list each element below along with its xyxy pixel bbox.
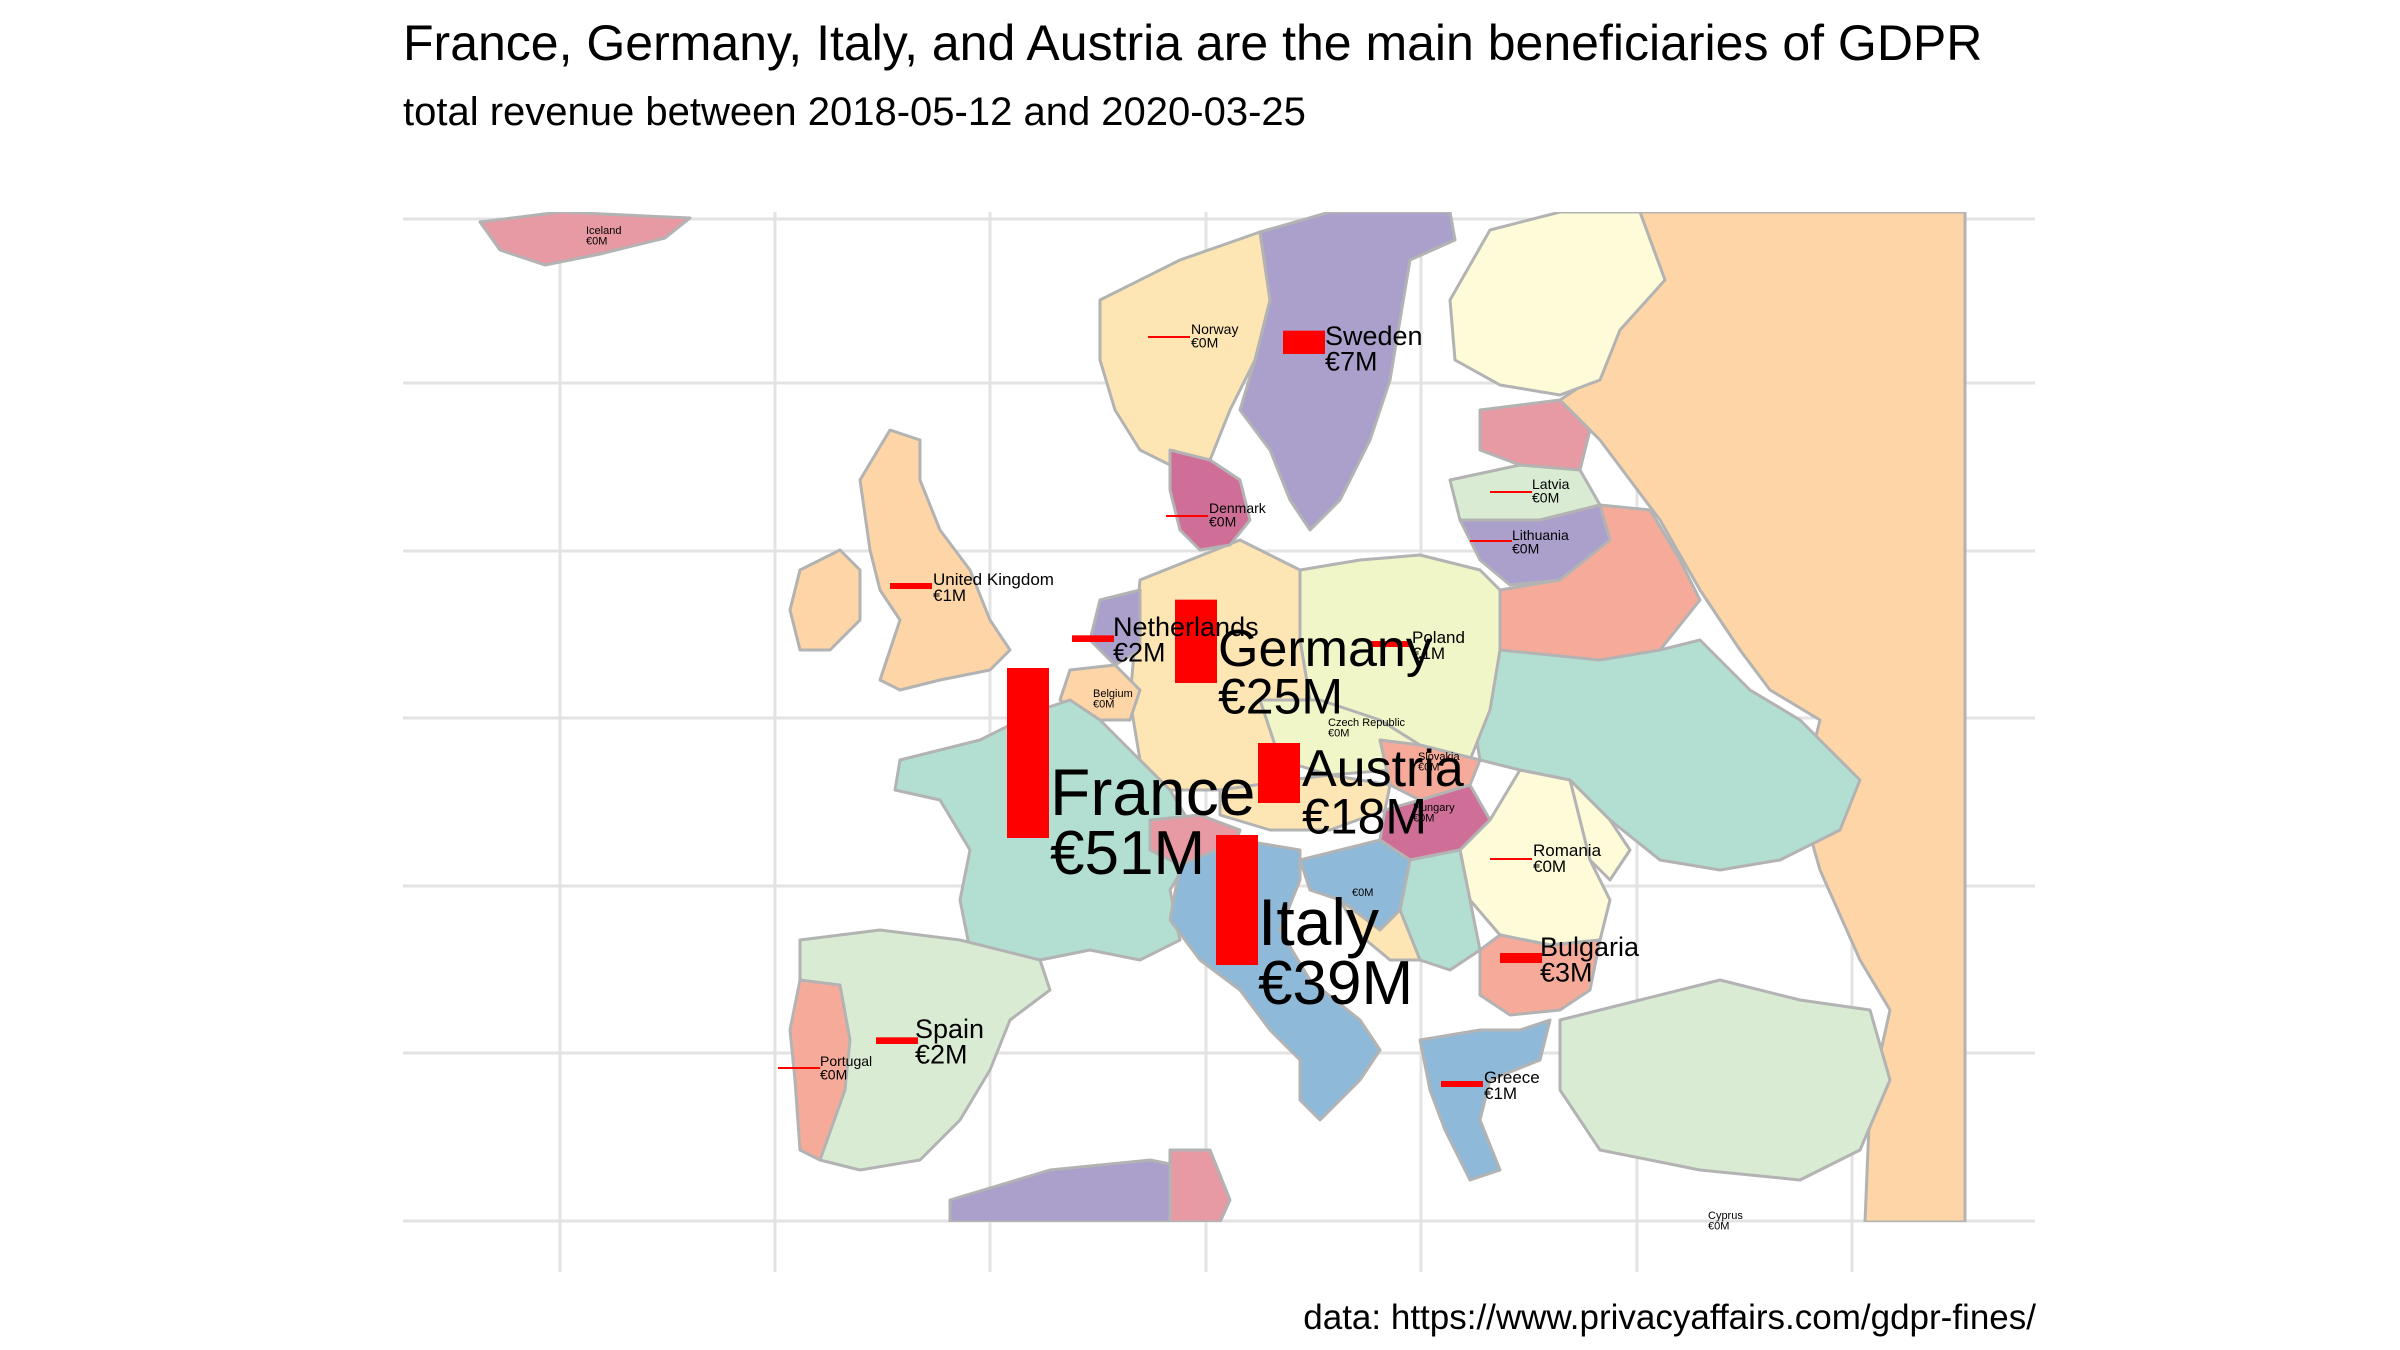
label-value-united-kingdom: €1M: [933, 586, 966, 605]
label-name-united-kingdom: United Kingdom: [933, 570, 1054, 589]
bar-spain: [876, 1037, 918, 1044]
iceland-shape: [478, 212, 692, 267]
label-value-bulgaria: €3M: [1540, 958, 1593, 988]
greece-shape: [1418, 1018, 1552, 1182]
label-value-poland: €1M: [1412, 644, 1445, 663]
bar-france: [1007, 668, 1049, 838]
portugal-shape: [788, 978, 852, 1162]
label-name-france: France: [1050, 755, 1255, 829]
revenue-bars: [778, 330, 1542, 1087]
finland-shape: [1448, 212, 1667, 397]
label-value-czech-republic: €0M: [1328, 727, 1349, 739]
label-name-portugal: Portugal: [820, 1053, 872, 1069]
bar-netherlands: [1072, 635, 1114, 642]
label-name-cyprus: Cyprus: [1708, 1210, 1743, 1222]
label-value-latvia: €0M: [1532, 489, 1559, 505]
label-value-france: €51M: [1050, 819, 1205, 888]
ireland-shape: [788, 548, 862, 652]
label-value-belgium: €0M: [1093, 698, 1114, 710]
uk-shape: [858, 428, 1012, 692]
label-name-denmark: Denmark: [1209, 500, 1267, 516]
label-value-portugal: €0M: [820, 1066, 847, 1082]
romania-shape: [1458, 768, 1612, 947]
label-name-czech-republic: Czech Republic: [1328, 717, 1406, 729]
label-value-sweden: €7M: [1325, 347, 1378, 377]
north-africa-shape: [948, 1158, 1202, 1222]
label-name-hungary: Hungary: [1413, 802, 1455, 814]
label-name-bulgaria: Bulgaria: [1540, 932, 1640, 962]
label-value-romania: €0M: [1533, 857, 1566, 876]
label-value-germany: €25M: [1218, 669, 1343, 725]
sweden-shape: [1238, 212, 1457, 532]
label-name-netherlands: Netherlands: [1113, 612, 1259, 642]
label-value-iceland: €0M: [586, 235, 607, 247]
label-value-norway: €0M: [1191, 334, 1218, 350]
label-name-poland: Poland: [1412, 628, 1465, 647]
label-name-lithuania: Lithuania: [1512, 527, 1569, 543]
ukraine-shape: [1468, 638, 1862, 872]
denmark-shape: [1168, 448, 1252, 552]
label-value-netherlands: €2M: [1113, 638, 1166, 668]
bar-bulgaria: [1500, 953, 1542, 963]
label-name-italy: Italy: [1258, 885, 1379, 959]
label-value-cyprus: €0M: [1708, 1220, 1729, 1232]
bosnia-shape: [1338, 898, 1422, 962]
label-name-austria: Austria: [1302, 740, 1464, 798]
label-value-greece: €1M: [1484, 1084, 1517, 1103]
turkey-shape: [1558, 978, 1892, 1182]
label-value-denmark: €0M: [1209, 513, 1236, 529]
label-value-austria: €18M: [1302, 789, 1427, 845]
bar-united-kingdom: [890, 583, 932, 589]
label-name-romania: Romania: [1533, 841, 1602, 860]
label-name-sweden: Sweden: [1325, 321, 1423, 351]
bar-italy: [1216, 835, 1258, 965]
chart-title: France, Germany, Italy, and Austria are …: [403, 15, 1983, 71]
label-name-germany: Germany: [1218, 620, 1432, 678]
label-name-slovakia: Slovakia: [1418, 751, 1460, 763]
country-labels: France€51M Italy€39M Germany€25M Austria€18…: [586, 225, 1743, 1232]
label-value-unnamed: €0M: [1352, 887, 1373, 899]
label-value-slovakia: €0M: [1418, 761, 1439, 773]
netherlands-shape: [1088, 588, 1142, 667]
bar-poland: [1370, 641, 1412, 647]
label-value-hungary: €0M: [1413, 812, 1434, 824]
label-value-italy: €39M: [1258, 949, 1413, 1018]
tunisia-shape: [1168, 1148, 1232, 1222]
label-name-norway: Norway: [1191, 321, 1238, 337]
label-name-greece: Greece: [1484, 1068, 1540, 1087]
label-name-belgium: Belgium: [1093, 688, 1133, 700]
label-value-spain: €2M: [915, 1040, 968, 1070]
bar-greece: [1441, 1081, 1483, 1087]
label-name-latvia: Latvia: [1532, 476, 1570, 492]
chart-subtitle: total revenue between 2018-05-12 and 202…: [403, 90, 1306, 134]
label-name-spain: Spain: [915, 1014, 984, 1044]
bar-sweden: [1283, 330, 1325, 354]
bar-germany: [1175, 599, 1217, 683]
label-name-iceland: Iceland: [586, 225, 621, 237]
data-source-caption: data: https://www.privacyaffairs.com/gdp…: [1303, 1298, 2036, 1337]
norway-shape: [1098, 230, 1272, 472]
label-value-lithuania: €0M: [1512, 540, 1539, 556]
bar-austria: [1258, 743, 1300, 803]
